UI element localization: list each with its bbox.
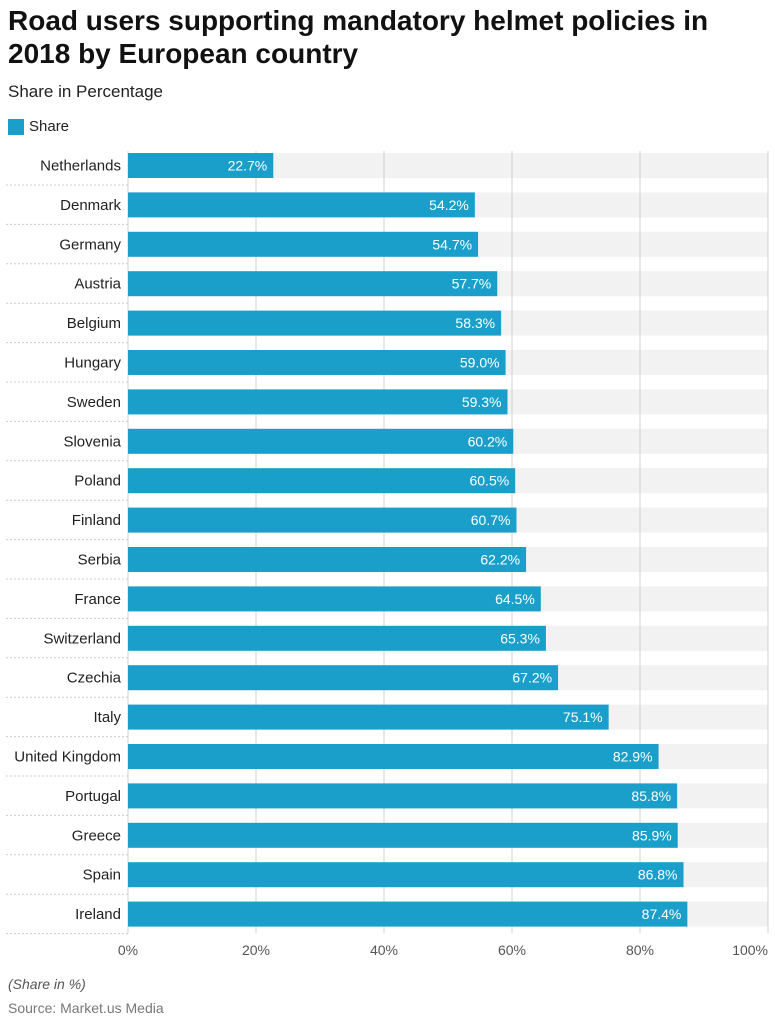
category-label: Denmark bbox=[60, 197, 121, 214]
category-label: Ireland bbox=[75, 906, 121, 923]
x-tick-label: 100% bbox=[732, 942, 768, 958]
bar bbox=[128, 901, 688, 927]
category-label: Poland bbox=[74, 473, 121, 490]
bar bbox=[128, 507, 517, 533]
bar bbox=[128, 389, 508, 415]
bar bbox=[128, 704, 609, 730]
category-label: Italy bbox=[93, 709, 121, 726]
legend-swatch bbox=[8, 118, 24, 135]
bar-value-label: 67.2% bbox=[512, 670, 552, 686]
x-tick-label: 60% bbox=[498, 942, 526, 958]
bar-value-label: 64.5% bbox=[495, 591, 535, 607]
category-label: Portugal bbox=[65, 788, 121, 805]
legend: Share bbox=[8, 118, 69, 135]
bar-value-label: 65.3% bbox=[500, 630, 540, 646]
chart-title: Road users supporting mandatory helmet p… bbox=[8, 5, 709, 69]
bar-value-label: 75.1% bbox=[563, 709, 603, 725]
bar bbox=[128, 783, 678, 809]
bar-value-label: 60.5% bbox=[469, 473, 509, 489]
category-label: Sweden bbox=[67, 394, 121, 411]
category-label: Slovenia bbox=[63, 433, 121, 450]
bar bbox=[128, 468, 516, 494]
bar-chart: 22.7% Netherlands 54.2% Denmark 54.7% Germany… bbox=[6, 151, 769, 958]
bar bbox=[128, 822, 678, 848]
bar bbox=[128, 625, 546, 651]
bar bbox=[128, 350, 506, 375]
footnote: (Share in %) bbox=[8, 976, 86, 992]
category-label: Austria bbox=[74, 276, 121, 293]
category-label: Belgium bbox=[67, 315, 121, 332]
bar-value-label: 59.3% bbox=[462, 394, 502, 410]
category-label: Serbia bbox=[78, 552, 122, 569]
bar-value-label: 85.8% bbox=[631, 788, 671, 804]
x-tick-label: 20% bbox=[242, 942, 270, 958]
category-label: Czechia bbox=[67, 670, 122, 687]
bar bbox=[128, 428, 514, 454]
bar-value-label: 22.7% bbox=[228, 158, 268, 174]
bar-value-label: 87.4% bbox=[642, 906, 682, 922]
bar bbox=[128, 231, 479, 257]
bar bbox=[128, 586, 541, 612]
category-label: Finland bbox=[72, 512, 121, 529]
bar bbox=[128, 665, 559, 691]
category-label: France bbox=[74, 591, 121, 608]
bar bbox=[128, 192, 475, 218]
category-label: Greece bbox=[72, 827, 121, 844]
category-label: Hungary bbox=[64, 355, 121, 372]
category-label: Switzerland bbox=[43, 630, 121, 647]
bar-value-label: 54.2% bbox=[429, 197, 469, 213]
bar bbox=[128, 862, 684, 888]
category-label: Germany bbox=[59, 236, 121, 253]
bar-value-label: 58.3% bbox=[455, 315, 495, 331]
x-tick-label: 80% bbox=[626, 942, 654, 958]
bar bbox=[128, 153, 274, 178]
bar-value-label: 62.2% bbox=[480, 552, 520, 568]
category-label: Spain bbox=[83, 867, 121, 884]
bar-value-label: 59.0% bbox=[460, 355, 500, 371]
bar bbox=[128, 310, 502, 336]
chart-subtitle: Share in Percentage bbox=[8, 82, 163, 101]
bar bbox=[128, 547, 527, 572]
bar-value-label: 60.2% bbox=[468, 433, 508, 449]
source-note: Source: Market.us Media bbox=[8, 1000, 164, 1016]
bar-value-label: 85.9% bbox=[632, 827, 672, 843]
legend-label: Share bbox=[29, 118, 70, 135]
bar bbox=[128, 271, 498, 297]
category-label: Netherlands bbox=[40, 158, 121, 175]
category-label: United Kingdom bbox=[14, 749, 121, 766]
x-tick-label: 0% bbox=[118, 942, 138, 958]
bar bbox=[128, 744, 659, 769]
x-tick-label: 40% bbox=[370, 942, 398, 958]
bar-value-label: 60.7% bbox=[471, 512, 511, 528]
bar-value-label: 54.7% bbox=[432, 236, 472, 252]
bar-value-label: 86.8% bbox=[638, 867, 678, 883]
bar-value-label: 57.7% bbox=[452, 276, 492, 292]
bar-value-label: 82.9% bbox=[613, 749, 653, 765]
